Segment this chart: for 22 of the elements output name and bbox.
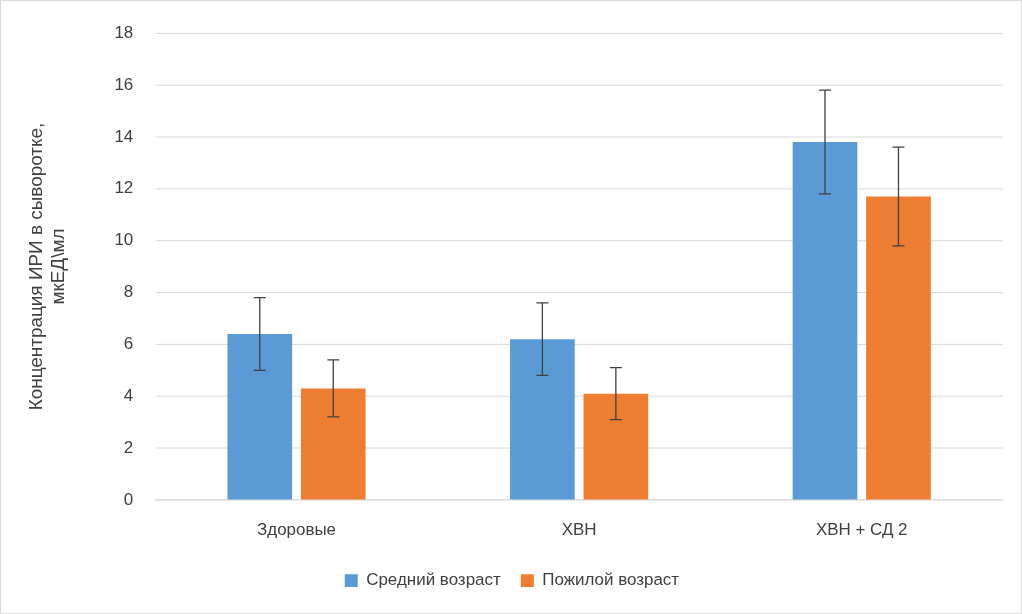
legend-label: Средний возраст: [366, 570, 501, 590]
y-tick-label: 18: [114, 22, 134, 42]
y-tick-label: 12: [114, 178, 134, 198]
legend-label: Пожилой возраст: [542, 570, 680, 590]
y-tick-label: 0: [123, 489, 134, 509]
y-tick-label: 4: [123, 385, 134, 405]
x-tick-label: ХВН: [561, 519, 597, 539]
bar: [583, 393, 649, 500]
y-tick-label: 16: [114, 74, 134, 94]
y-axis-title: Концентрация ИРИ в сыворотке, мкЕД\мл: [24, 122, 69, 411]
y-tick-label: 6: [123, 334, 134, 354]
x-tick-label: ХВН + СД 2: [815, 519, 908, 539]
bar: [300, 388, 366, 500]
bar: [866, 196, 931, 500]
x-tick-label: Здоровые: [257, 519, 337, 539]
bar: [227, 333, 293, 500]
bar: [792, 142, 858, 500]
y-tick-label: 8: [123, 282, 134, 302]
bar: [510, 339, 575, 500]
y-tick-label: 2: [123, 437, 134, 457]
y-tick-label: 14: [114, 126, 134, 146]
y-tick-label: 10: [114, 230, 134, 250]
